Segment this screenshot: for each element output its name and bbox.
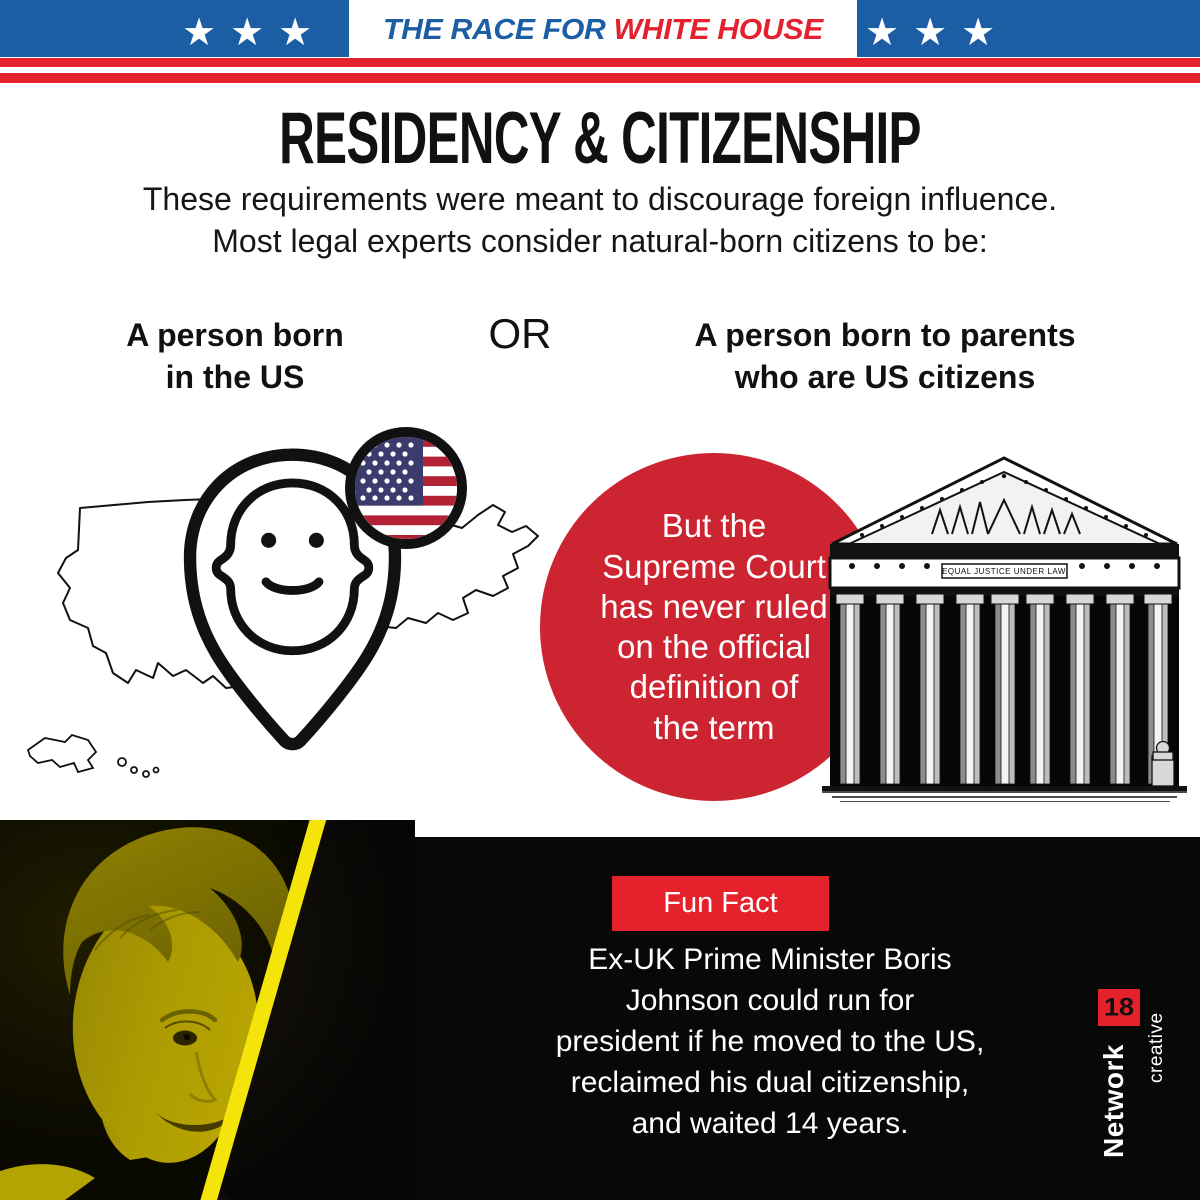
- svg-text:EQUAL JUSTICE UNDER LAW: EQUAL JUSTICE UNDER LAW: [942, 567, 1066, 576]
